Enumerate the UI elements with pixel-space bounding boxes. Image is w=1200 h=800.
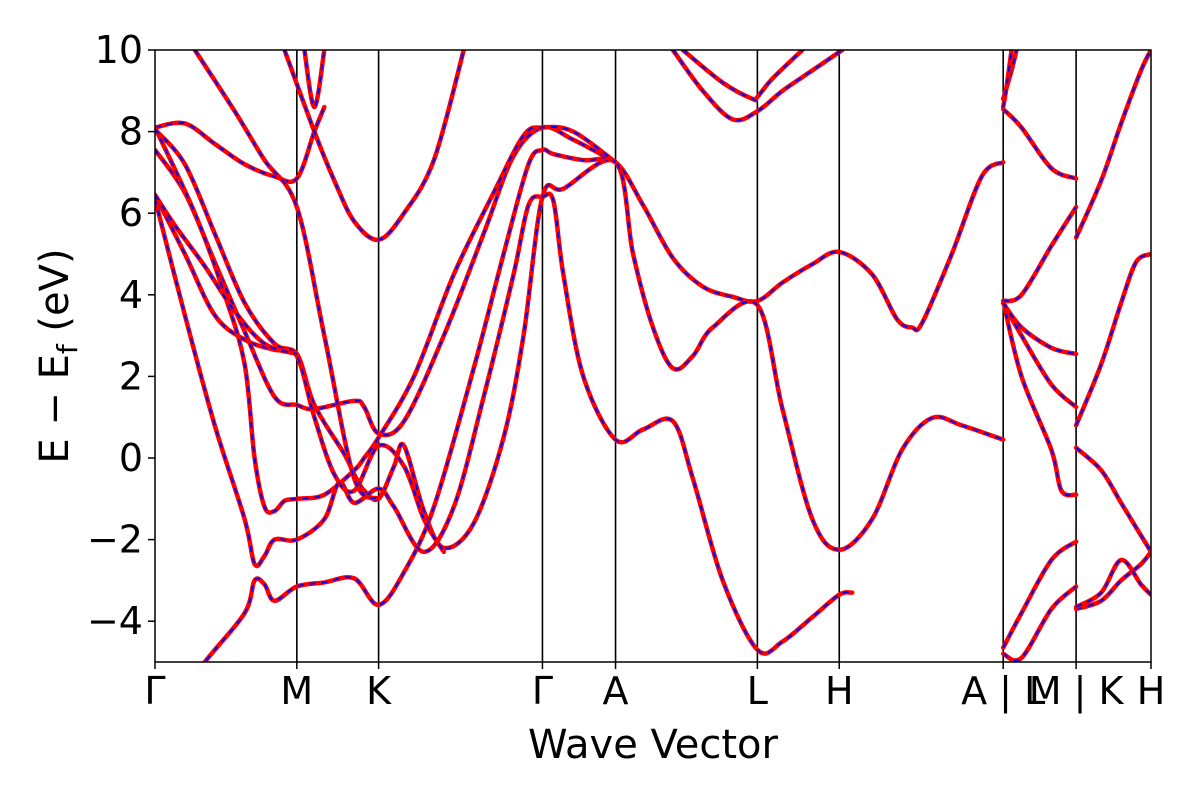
band-11 [670, 50, 845, 123]
x-tick-label-9: H [1137, 669, 1166, 713]
band-18 [1000, 204, 1079, 304]
band-26 [1073, 557, 1151, 610]
plot-frame [154, 49, 1152, 663]
band-10 [302, 50, 327, 110]
band-7 [155, 192, 300, 357]
band-9 [282, 50, 467, 242]
band-8 [192, 50, 381, 502]
band-23-line [1073, 445, 1151, 555]
band-9-dashed-line [283, 50, 465, 241]
band-20-dashed-line [1002, 50, 1018, 100]
band-26-line [1073, 557, 1151, 610]
band-series-group [155, 50, 1151, 662]
band-15 [1000, 298, 1079, 498]
band-1-dashed-line [155, 159, 1004, 551]
x-axis-ticks: Γ M K Γ A L H A | LM | K H [144, 662, 1165, 714]
band-19-dashed-line [1002, 108, 1077, 180]
band-1 [155, 157, 1006, 553]
band-17 [1000, 300, 1079, 357]
x-tick-label-8: M | K [1029, 669, 1125, 714]
y-tick-label-6: 8 [119, 110, 143, 154]
y-axis-title: E − Ef (eV) [32, 248, 84, 463]
band-24-dashed-line [1075, 551, 1151, 610]
band-6 [155, 127, 447, 555]
band-0 [201, 147, 1006, 662]
band-5-dashed-line [155, 192, 853, 655]
x-tick-label-7: A | L [961, 669, 1045, 714]
band-6-dashed-line [155, 128, 445, 553]
band-18-line [1000, 204, 1079, 304]
band-15-dashed-line [1002, 300, 1077, 497]
x-tick-label-2: K [366, 669, 392, 713]
y-axis-title-subscript: f [51, 343, 84, 354]
band-11-dashed-line [672, 50, 843, 122]
band-10-dashed-line [303, 50, 326, 109]
band-25-dashed-line [1075, 50, 1151, 239]
y-tick-label-7: 10 [95, 28, 143, 72]
band-13-dashed-line [1002, 540, 1077, 649]
x-tick-label-5: L [747, 669, 768, 713]
band-19 [1000, 106, 1079, 181]
band-12-dashed-line [682, 50, 804, 102]
band-7-line [155, 192, 300, 357]
y-tick-label-4: 4 [119, 273, 143, 317]
band-0-line [201, 147, 1006, 662]
y-axis-title-unit: (eV) [32, 248, 78, 344]
y-axis-title-main: E − E [32, 354, 78, 464]
band-12 [680, 50, 805, 103]
band-21-dashed-line [1002, 50, 1013, 108]
y-tick-label-2: 0 [119, 436, 143, 480]
band-14-dashed-line [1002, 585, 1077, 662]
band-13 [1000, 539, 1079, 650]
band-8-dashed-line [194, 50, 380, 500]
plot-background [155, 50, 1151, 662]
band-23 [1073, 445, 1151, 555]
band-3 [155, 104, 327, 185]
band-24 [1073, 549, 1151, 612]
band-4-dashed-line [155, 125, 617, 514]
y-tick-label-1: −2 [87, 518, 143, 562]
band-22 [1073, 251, 1151, 428]
y-axis-ticks: −4 −2 0 2 4 6 8 10 [87, 28, 155, 643]
band-22-dashed-line [1075, 253, 1151, 426]
band-21 [1000, 50, 1014, 110]
band-25 [1073, 50, 1151, 240]
x-tick-label-3: Γ [532, 669, 553, 713]
band-5 [155, 191, 855, 656]
x-tick-label-4: A [603, 669, 629, 713]
x-axis-title: Wave Vector [528, 722, 779, 768]
band-14 [1000, 584, 1079, 662]
y-tick-label-0: −4 [87, 599, 143, 643]
x-tick-label-6: H [825, 669, 854, 713]
x-tick-label-1: M [280, 669, 313, 713]
x-tick-label-0: Γ [144, 669, 165, 713]
y-tick-label-3: 2 [119, 354, 143, 398]
y-tick-label-5: 6 [119, 191, 143, 235]
band-17-dashed-line [1002, 302, 1077, 355]
band-3-dashed-line [155, 106, 326, 183]
